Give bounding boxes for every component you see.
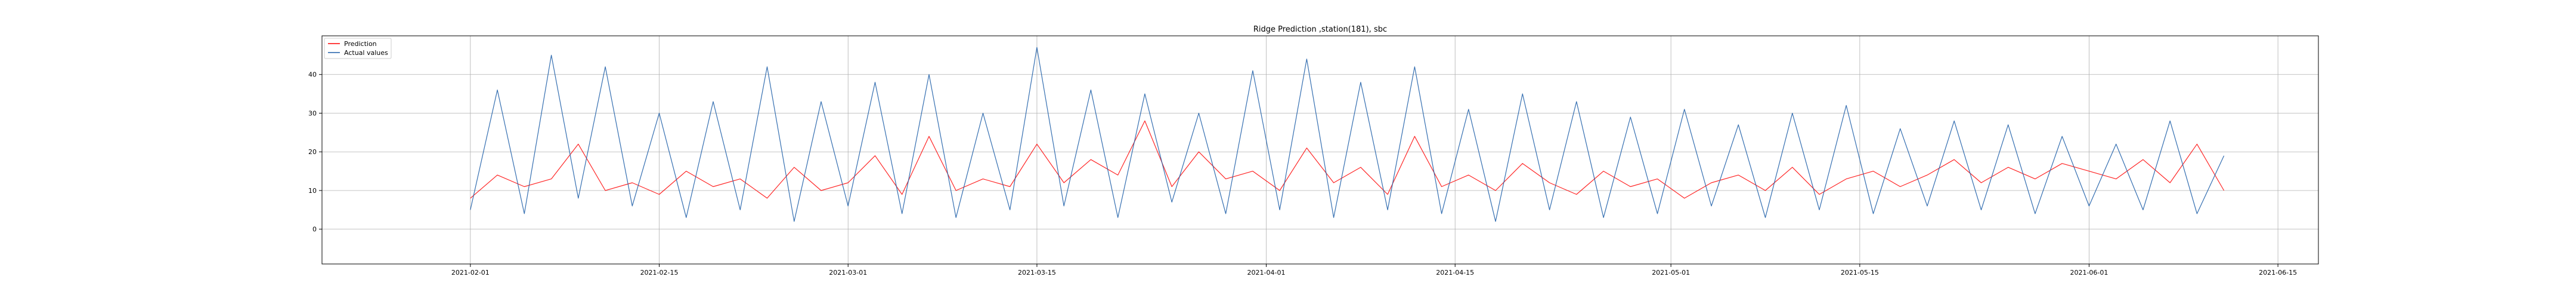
plot-frame xyxy=(321,35,2319,265)
legend-label-prediction: Prediction xyxy=(344,40,377,48)
y-tick-label: 0 xyxy=(312,226,317,234)
x-tick-label: 2021-05-15 xyxy=(1841,269,1879,277)
x-axis: 2021-02-01 2021-02-15 2021-03-01 2021-03-15… xyxy=(451,264,2297,277)
series-layer xyxy=(470,47,2225,222)
y-axis: 0 10 20 30 40 xyxy=(308,71,322,234)
legend-box xyxy=(324,38,392,59)
y-tick-label: 30 xyxy=(308,109,317,117)
x-tick-label: 2021-06-01 xyxy=(2070,269,2108,277)
x-tick-label: 2021-02-01 xyxy=(451,269,490,277)
chart-title: Ridge Prediction ,station(181), sbc xyxy=(1253,25,1387,34)
y-tick-label: 10 xyxy=(308,187,317,195)
y-tick-label: 20 xyxy=(308,148,317,156)
x-tick-label: 2021-03-15 xyxy=(1018,269,1056,277)
series-line-prediction xyxy=(470,120,2225,199)
x-tick-label: 2021-05-01 xyxy=(1652,269,1690,277)
x-tick-label: 2021-03-01 xyxy=(829,269,867,277)
x-tick-label: 2021-04-15 xyxy=(1436,269,1474,277)
x-tick-label: 2021-06-15 xyxy=(2259,269,2297,277)
y-tick-label: 40 xyxy=(308,71,317,79)
legend: Prediction Actual values xyxy=(324,38,392,59)
series-line-actual xyxy=(470,47,2225,222)
x-tick-label: 2021-02-15 xyxy=(640,269,679,277)
x-tick-label: 2021-04-01 xyxy=(1247,269,1286,277)
grid xyxy=(322,36,2318,264)
legend-label-actual: Actual values xyxy=(344,49,388,57)
